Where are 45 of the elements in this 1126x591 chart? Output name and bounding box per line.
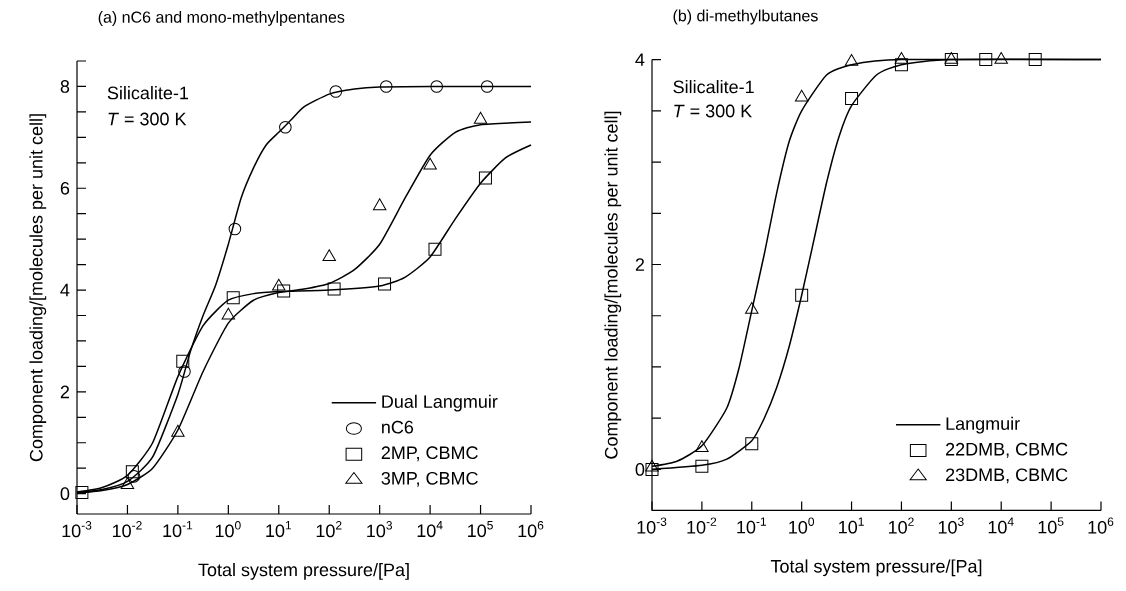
legend-label: 22DMB, CBMC [946, 442, 1068, 458]
y-tick-label: 4 [60, 283, 70, 297]
x-tick-label: 10$^{2}$ [316, 521, 342, 538]
x-tick-label: 10$^{4}$ [417, 521, 443, 538]
y-tick-label: 2 [635, 258, 645, 271]
x-axis-title: Total system pressure/[Pa] [198, 563, 409, 580]
x-tick-label: 10$^{-2}$ [687, 517, 717, 534]
y-tick-label: 6 [60, 181, 70, 195]
x-tick-label: 10$^{-1}$ [163, 521, 193, 538]
y-tick-label: 8 [60, 80, 70, 93]
x-tick-label: 10$^{6}$ [518, 521, 544, 538]
x-tick-label: 10$^{-1}$ [737, 517, 767, 534]
legend-label: 2MP, CBMC [381, 446, 478, 462]
x-tick-label: 10$^{3}$ [367, 521, 392, 538]
x-tick-label: 10$^{3}$ [938, 517, 964, 534]
annotation: T = 300 K [674, 104, 752, 118]
y-tick-label: 4 [635, 53, 645, 66]
chart-title: (b) di-methylbutanes [673, 9, 818, 25]
y-axis-title: Component loading/[molecules per unit cell] [29, 114, 47, 462]
annotation: T = 300 K [108, 112, 187, 126]
x-tick-label: 10$^{4}$ [988, 517, 1014, 534]
x-tick-label: 10$^{1}$ [839, 517, 864, 534]
x-tick-label: 10$^{-2}$ [112, 521, 142, 538]
legend-label: nC6 [382, 420, 414, 434]
x-tick-label: 10$^{-3}$ [637, 517, 667, 534]
legend-label: Dual Langmuir [382, 394, 498, 412]
legend-label: 3MP, CBMC [381, 471, 478, 487]
x-tick-label: 10$^{5}$ [1038, 517, 1064, 534]
x-tick-label: 10$^{2}$ [888, 517, 914, 534]
chart-title: (a) nC6 and mono-methylpentanes [98, 11, 345, 26]
x-tick-label: 10$^{5}$ [468, 521, 493, 538]
legend-label: 23DMB, CBMC [946, 468, 1068, 484]
x-tick-label: 10$^{6}$ [1088, 517, 1114, 534]
x-tick-label: 10$^{0}$ [789, 517, 815, 534]
x-axis-title: Total system pressure/[Pa] [770, 559, 982, 577]
y-tick-label: 2 [60, 385, 70, 399]
x-tick-label: 10$^{-3}$ [62, 521, 92, 538]
y-tick-label: 0 [60, 487, 70, 501]
annotation: Silicalite-1 [673, 80, 754, 94]
x-tick-label: 10$^{1}$ [266, 521, 292, 538]
y-axis-title: Component loading/[molecules per unit cell] [604, 111, 622, 459]
x-tick-label: 10$^{0}$ [215, 521, 241, 538]
y-tick-label: 0 [635, 463, 645, 476]
legend-label: Langmuir [946, 416, 1020, 434]
annotation: Silicalite-1 [107, 86, 189, 100]
